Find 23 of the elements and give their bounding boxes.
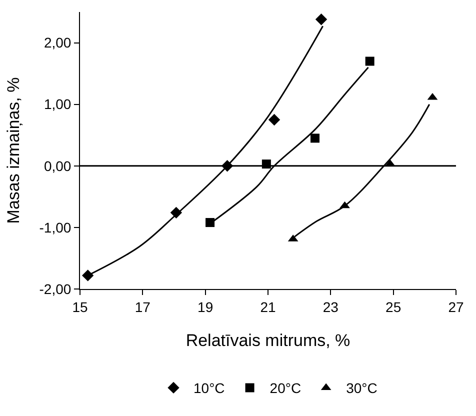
point bbox=[268, 114, 280, 126]
y-tick-label: 0,00 bbox=[44, 158, 72, 174]
y-tick-label: -1,00 bbox=[39, 219, 72, 236]
y-axis-title: Masas izmaiņas, % bbox=[4, 77, 23, 224]
point bbox=[365, 56, 374, 66]
x-axis-title: Relatīvais mitrums, % bbox=[186, 331, 350, 350]
point bbox=[82, 270, 94, 282]
x-tick-label: 17 bbox=[134, 298, 151, 315]
point bbox=[310, 134, 320, 143]
legend-label: 10°C bbox=[194, 380, 225, 396]
y-tick-label: -2,00 bbox=[39, 280, 72, 297]
point bbox=[206, 218, 215, 228]
x-tick-label: 21 bbox=[260, 298, 276, 315]
legend-label: 30°C bbox=[346, 380, 378, 396]
x-tick-label: 23 bbox=[322, 298, 339, 315]
x-tick-label: 27 bbox=[448, 298, 464, 315]
point bbox=[315, 14, 328, 26]
y-tick-label: 1,00 bbox=[44, 96, 72, 112]
legend-label: 20°C bbox=[270, 380, 302, 396]
x-tick-label: 25 bbox=[386, 298, 402, 315]
x-tick-label: 15 bbox=[72, 298, 88, 315]
y-tick-label: 2,00 bbox=[44, 34, 72, 51]
x-tick-label: 19 bbox=[198, 298, 214, 315]
